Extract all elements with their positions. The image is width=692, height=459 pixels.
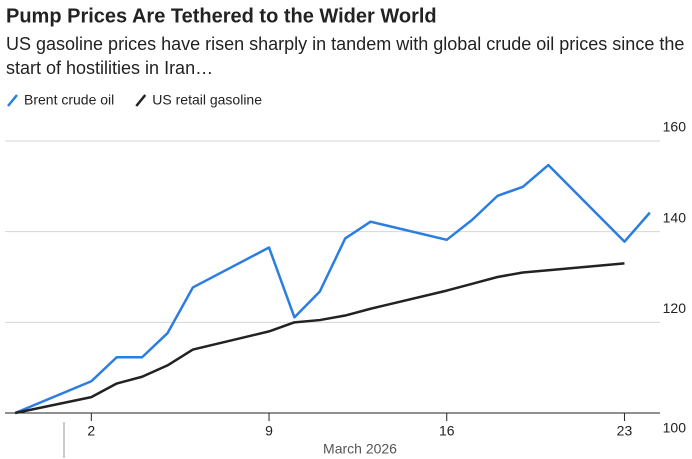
- x-tick-label: 23: [617, 423, 633, 439]
- x-tick-label: 16: [439, 423, 455, 439]
- chart-subtitle: US gasoline prices have risen sharply in…: [6, 34, 685, 78]
- legend-label: Brent crude oil: [24, 92, 114, 108]
- series-line: [14, 262, 625, 415]
- y-tick-label: 100: [663, 420, 687, 436]
- x-tick-label: 2: [87, 423, 95, 439]
- legend-label: US retail gasoline: [152, 92, 262, 108]
- legend: Brent crude oil US retail gasoline: [7, 92, 262, 108]
- y-tick-label: 120: [663, 300, 687, 316]
- y-tick-label: 140: [663, 209, 687, 225]
- series-line: [14, 163, 651, 415]
- y-tick-label: 160: [663, 119, 687, 135]
- legend-swatch: [135, 94, 147, 107]
- x-axis-label: March 2026: [323, 441, 397, 457]
- legend-swatch: [7, 94, 18, 107]
- subtitle-box: US gasoline prices have risen sharply in…: [6, 34, 685, 78]
- x-tick-label: 9: [265, 423, 273, 439]
- chart-title: Pump Prices Are Tethered to the Wider Wo…: [6, 5, 437, 27]
